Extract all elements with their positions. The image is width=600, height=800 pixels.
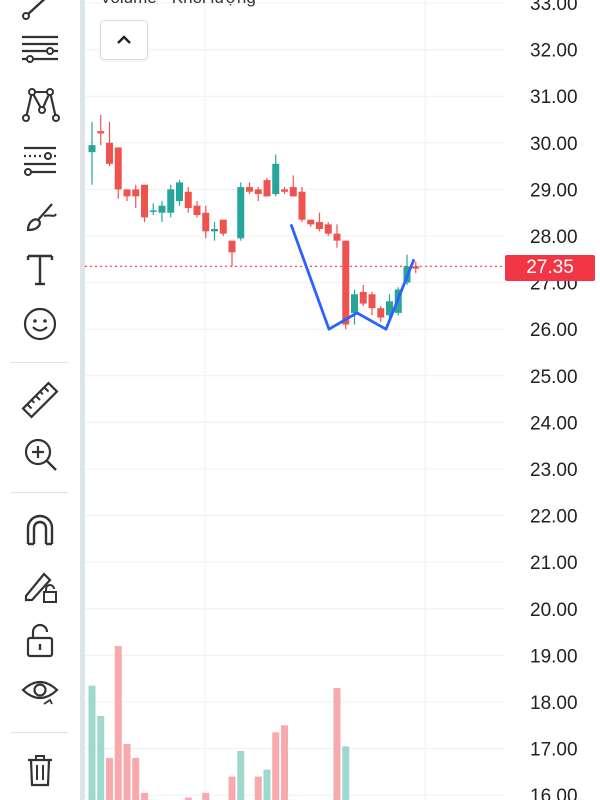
y-axis-label: 32.00 [530, 41, 578, 62]
y-axis-label: 28.00 [530, 227, 578, 248]
candle-body [132, 189, 140, 197]
volume-bar [342, 746, 350, 800]
y-axis-label: 29.00 [530, 180, 578, 201]
y-axis-label: 26.00 [530, 320, 578, 341]
volume-bar [228, 776, 236, 800]
candle-body [377, 308, 385, 318]
y-axis-label: 19.00 [530, 646, 578, 667]
magnet-icon[interactable] [14, 508, 66, 552]
horizontal-lines-icon[interactable] [14, 26, 66, 70]
candle-body [219, 219, 227, 234]
lock-pencil-icon[interactable] [14, 564, 66, 608]
candle-body [272, 163, 280, 195]
volume-bar [141, 792, 148, 800]
y-axis-label: 22.00 [530, 507, 578, 528]
volume-bar [184, 797, 192, 800]
candle-body [97, 131, 105, 134]
volume-legend: Volume · Khối lượng [100, 0, 256, 8]
candle-body [114, 147, 122, 190]
candle-body [298, 191, 306, 220]
y-axis-label: 33.00 [530, 0, 578, 15]
candle-body [289, 187, 297, 197]
trash-icon[interactable] [14, 748, 66, 792]
y-axis-label: 25.00 [530, 367, 578, 388]
candle-body [351, 294, 358, 313]
y-axis-label: 17.00 [530, 740, 578, 761]
zoom-in-icon[interactable] [14, 432, 66, 476]
candle-body [141, 184, 148, 218]
candle-body [307, 219, 315, 225]
y-axis-label: 18.00 [530, 693, 578, 714]
volume-bar [333, 688, 341, 800]
candlestick-chart[interactable]: 33.0032.0031.0030.0029.0028.0027.0026.00… [85, 0, 600, 800]
volume-bar [123, 743, 131, 800]
candle-body [359, 291, 367, 304]
candle-body [193, 205, 201, 216]
trend-line-icon[interactable] [14, 0, 66, 28]
candle-body [412, 266, 420, 269]
candle-body [211, 229, 218, 232]
brush-icon[interactable] [14, 194, 66, 238]
fib-levels-icon[interactable] [14, 138, 66, 182]
candle-body [263, 180, 271, 197]
y-axis-label: 24.00 [530, 413, 578, 434]
collapse-legend-button[interactable] [100, 20, 148, 60]
volume-bar [237, 750, 245, 800]
candle-body [149, 210, 157, 212]
y-axis-label: 30.00 [530, 134, 578, 155]
candle-body [324, 224, 332, 234]
candle-body [254, 189, 262, 195]
candle-body [316, 222, 323, 230]
candle-body [342, 240, 350, 325]
candle-body [176, 182, 183, 202]
candle-body [386, 301, 393, 316]
text-icon[interactable] [14, 248, 66, 292]
candle-body [333, 233, 341, 241]
y-axis-label: 23.00 [530, 460, 578, 481]
candle-body [246, 187, 253, 192]
drawing-toolbar [0, 0, 80, 800]
double-bottom-pattern [289, 223, 416, 331]
volume-bar [202, 792, 210, 800]
y-axis-label: 20.00 [530, 600, 578, 621]
ruler-icon[interactable] [14, 378, 66, 422]
candle-body [106, 142, 113, 164]
candle-body [228, 240, 236, 253]
y-axis-label: 21.00 [530, 553, 578, 574]
chevron-up-icon [117, 35, 131, 44]
candle-body [184, 191, 192, 209]
volume-bar [97, 715, 105, 800]
eye-icon[interactable] [14, 668, 66, 712]
candle-body [167, 189, 175, 213]
volume-bar [281, 725, 288, 800]
unlock-icon[interactable] [14, 618, 66, 662]
candle-body [123, 189, 131, 197]
candle-body [158, 205, 166, 213]
volume-bar [263, 769, 271, 800]
volume-bar [272, 732, 280, 800]
volume-bar [106, 757, 113, 800]
pattern-icon[interactable] [14, 82, 66, 126]
y-axis-label: 16.00 [530, 786, 578, 800]
volume-bar [132, 757, 140, 800]
candle-body [368, 294, 376, 309]
volume-bar [88, 685, 96, 800]
toolbar-divider [80, 0, 85, 800]
emoji-icon[interactable] [14, 302, 66, 346]
y-axis-label: 31.00 [530, 87, 578, 108]
candle-body [202, 212, 210, 232]
volume-bar [254, 776, 262, 800]
candle-body [281, 189, 288, 192]
candle-body [88, 145, 96, 153]
current-price-label: 27.35 [505, 255, 595, 281]
candle-body [237, 187, 245, 239]
volume-bar [114, 646, 122, 800]
